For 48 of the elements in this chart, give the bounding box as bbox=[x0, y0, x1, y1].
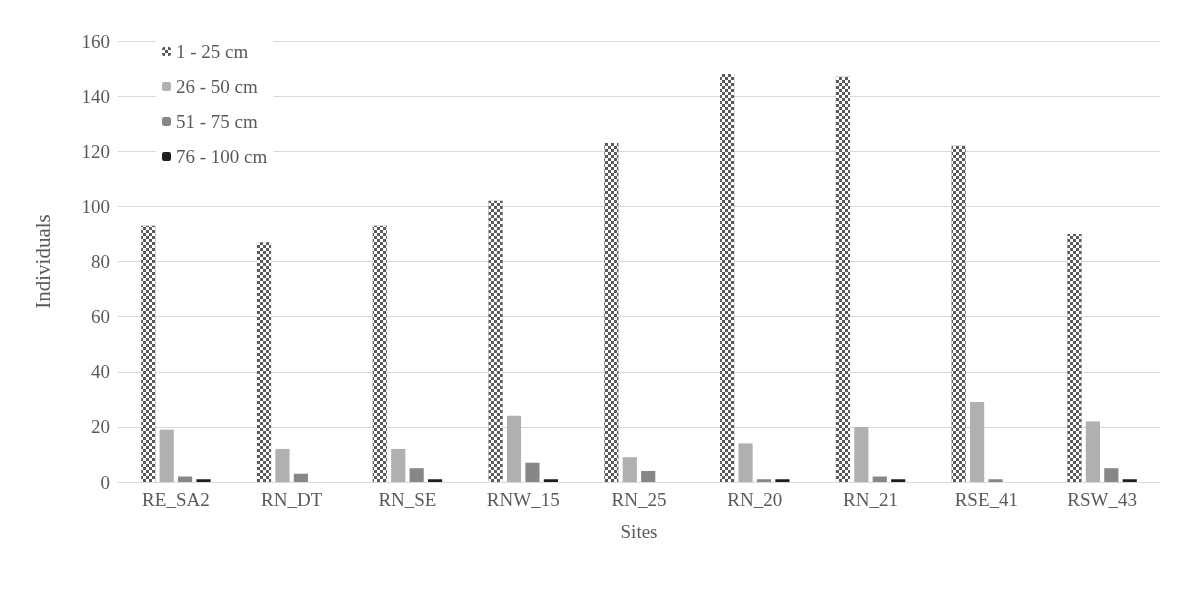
bar bbox=[428, 479, 443, 482]
y-tick-label: 60 bbox=[91, 306, 110, 328]
bar bbox=[1085, 421, 1100, 482]
y-tick-label: 100 bbox=[81, 195, 110, 217]
legend-label: 1 - 25 cm bbox=[176, 41, 249, 62]
bar bbox=[756, 479, 772, 482]
y-tick-label: 140 bbox=[81, 85, 110, 107]
bar bbox=[872, 476, 887, 482]
bar bbox=[891, 479, 906, 482]
bar bbox=[988, 479, 1003, 482]
legend-label: 51 - 75 cm bbox=[176, 111, 259, 132]
y-tick-label: 0 bbox=[100, 471, 110, 493]
bar bbox=[854, 426, 869, 482]
y-tick-label: 40 bbox=[91, 361, 110, 383]
bar bbox=[178, 476, 193, 482]
y-tick-label: 160 bbox=[81, 30, 110, 52]
x-tick-label: RN_25 bbox=[611, 489, 667, 510]
x-axis-title: Sites bbox=[620, 521, 658, 542]
bar bbox=[775, 479, 790, 482]
bar bbox=[1104, 468, 1119, 482]
bar bbox=[275, 448, 290, 482]
y-tick-label: 120 bbox=[81, 140, 110, 162]
legend-label: 26 - 50 cm bbox=[176, 76, 259, 97]
bar bbox=[525, 462, 540, 482]
x-tick-label: RSE_41 bbox=[954, 489, 1019, 510]
bar bbox=[159, 429, 174, 482]
bar bbox=[543, 479, 558, 482]
y-axis-title: Individuals bbox=[30, 214, 55, 309]
x-tick-label: RSW_43 bbox=[1067, 489, 1137, 510]
bar bbox=[196, 479, 211, 482]
bar bbox=[506, 415, 522, 482]
y-tick-label: 20 bbox=[91, 416, 110, 438]
bar bbox=[970, 402, 985, 482]
x-tick-label: RNW_15 bbox=[486, 489, 560, 510]
bar bbox=[622, 457, 637, 482]
x-tick-label: RN_SE bbox=[378, 489, 437, 510]
x-tick-label: RN_21 bbox=[843, 489, 899, 510]
x-tick-label: RN_DT bbox=[261, 489, 323, 510]
bar bbox=[641, 470, 656, 482]
y-tick-label: 80 bbox=[91, 251, 110, 272]
bar bbox=[391, 448, 406, 482]
x-tick-label: RN_20 bbox=[727, 489, 783, 510]
bar bbox=[738, 443, 753, 482]
legend-label: 76 - 100 cm bbox=[176, 146, 268, 167]
bar bbox=[409, 468, 424, 482]
x-tick-label: RE_SA2 bbox=[142, 489, 210, 510]
bar bbox=[1122, 479, 1137, 482]
bar bbox=[293, 473, 308, 482]
